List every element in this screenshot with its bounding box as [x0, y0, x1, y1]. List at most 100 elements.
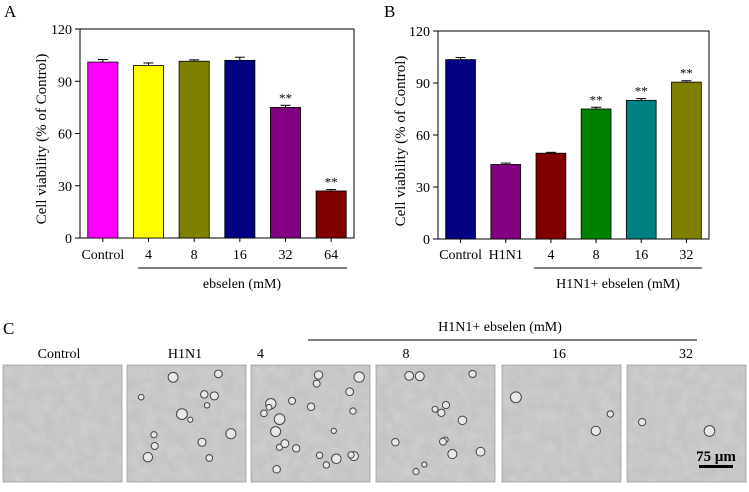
y-tick-label: 90	[416, 77, 430, 92]
cell-mark	[200, 390, 209, 399]
micrograph-border	[501, 364, 622, 483]
micrograph-image	[626, 364, 747, 483]
bar	[178, 60, 210, 239]
category-label: 16	[634, 248, 648, 263]
y-tick-label: 120	[409, 25, 430, 40]
cell-mark	[437, 408, 446, 417]
chart-panel-a: A Cell viability (% of Control) 0 30 60 90 1…	[4, 2, 355, 292]
cell-mark	[272, 465, 281, 474]
cell-mark	[468, 369, 477, 379]
cell-mark	[197, 437, 207, 447]
category-label: H1N1	[489, 248, 523, 263]
micrograph-row	[2, 364, 747, 483]
cell-mark	[137, 393, 145, 401]
category-label: 8	[593, 248, 600, 263]
micrograph-image	[126, 364, 247, 483]
x-axis-label-a: ebselen (mM)	[203, 277, 281, 292]
cell-mark	[349, 407, 357, 415]
cell-mark	[306, 402, 316, 411]
significance-marker: **	[635, 84, 648, 99]
cell-mark	[142, 451, 154, 463]
cell-mark	[606, 410, 614, 418]
category-label: 32	[279, 248, 293, 263]
y-tick-label: 90	[58, 75, 72, 90]
cell-mark	[225, 428, 237, 440]
y-axis-label-a: Cell viability (% of Control)	[34, 54, 50, 225]
cell-mark	[292, 444, 301, 453]
cell-mark	[637, 417, 647, 427]
bar	[625, 99, 657, 240]
bar	[270, 106, 301, 239]
micrograph-image	[2, 364, 123, 483]
significance-marker: **	[590, 92, 603, 107]
cell-mark	[421, 461, 428, 468]
micrograph-label: 32	[679, 347, 693, 362]
group-label-h1n1-ebselen: H1N1+ ebselen (mM)	[438, 320, 562, 335]
cell-mark	[150, 442, 159, 451]
cell-mark	[288, 396, 297, 405]
cell-mark	[509, 391, 522, 404]
cell-mark	[313, 370, 324, 380]
chart-panel-b: B Cell viability (% of Control) 0 30 60 90 1…	[384, 2, 710, 292]
cell-mark	[404, 370, 415, 381]
category-label: 8	[191, 248, 198, 263]
category-label: 32	[679, 248, 693, 263]
significance-marker: **	[325, 175, 338, 190]
y-tick-label: 0	[65, 232, 72, 247]
micrograph-texture	[127, 365, 246, 482]
panel-letter-c: C	[3, 319, 14, 338]
category-label: 4	[547, 248, 554, 263]
cell-mark	[447, 448, 458, 460]
category-label: 4	[145, 248, 152, 263]
cell-mark	[439, 437, 447, 446]
significance-marker: **	[279, 90, 292, 105]
cell-mark	[150, 431, 158, 439]
y-axis-label-b: Cell viability (% of Control)	[393, 56, 409, 227]
cell-mark	[412, 467, 420, 476]
bar	[445, 59, 476, 240]
cell-mark	[345, 387, 355, 397]
cell-mark	[441, 400, 451, 410]
bar	[87, 61, 119, 239]
bar	[224, 59, 256, 239]
cell-mark	[270, 426, 282, 438]
scale-bar-line	[699, 465, 733, 468]
category-label: Control	[81, 248, 124, 263]
scale-bar: 75 μm	[696, 449, 736, 468]
y-tick-label: 0	[423, 233, 430, 248]
panel-letter-b: B	[384, 2, 395, 21]
panel-letter-a: A	[4, 2, 17, 21]
cell-mark	[176, 408, 188, 420]
cell-mark	[275, 443, 284, 451]
cell-mark	[315, 451, 324, 460]
micrograph-border	[375, 364, 496, 483]
y-tick-label: 60	[416, 129, 430, 144]
micrograph-texture	[502, 365, 621, 482]
cell-mark	[280, 439, 290, 448]
cell-mark	[431, 405, 439, 413]
cell-mark	[391, 437, 400, 447]
micrograph-border	[626, 364, 747, 483]
micrograph-label: 16	[552, 347, 566, 362]
cell-mark	[167, 371, 179, 383]
cell-mark	[205, 454, 214, 462]
cell-mark	[203, 402, 211, 409]
plot-area-a: 0 30 60 90 120 Control 4 8 16 ** 32 ** 64 ebselen (mM…	[51, 23, 355, 292]
bar	[535, 152, 567, 240]
cell-mark	[265, 403, 273, 411]
micrograph-border	[250, 364, 371, 483]
micrograph-panel-c: C H1N1+ ebselen (mM) 75 μm Control H1N1 4 8…	[2, 319, 747, 483]
axis-frame-b	[437, 30, 710, 240]
cell-mark	[457, 415, 468, 426]
cell-mark	[213, 369, 223, 379]
y-tick-label: 120	[51, 23, 72, 38]
bar	[490, 164, 522, 240]
significance-marker: **	[680, 66, 693, 81]
bar	[580, 108, 612, 240]
micrograph-border	[2, 364, 123, 483]
micrograph-texture	[251, 365, 370, 482]
micrograph-label: 4	[257, 347, 264, 362]
cell-mark	[322, 461, 331, 469]
cell-mark	[187, 416, 194, 423]
